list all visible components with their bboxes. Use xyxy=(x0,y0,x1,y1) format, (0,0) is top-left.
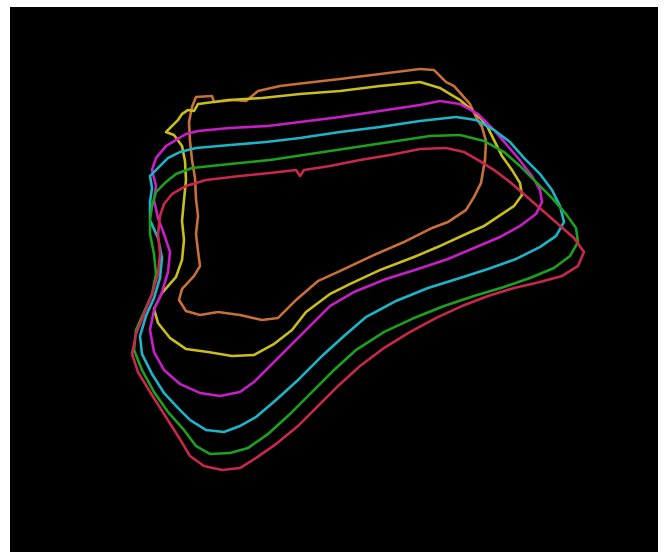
contour-red xyxy=(130,146,586,472)
contour-cyan xyxy=(138,115,566,434)
contour-yellow xyxy=(152,80,524,358)
contour-orange xyxy=(177,67,488,322)
contour-green xyxy=(132,133,580,456)
contour-magenta xyxy=(148,99,544,398)
